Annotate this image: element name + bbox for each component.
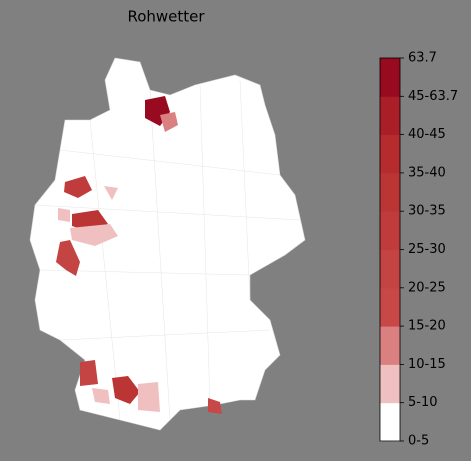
colorbar-label: 30-35: [408, 204, 446, 219]
region: [80, 360, 98, 386]
region: [208, 398, 222, 414]
region: [112, 376, 140, 404]
colorbar-label: 25-30: [408, 242, 446, 257]
colorbar: 0-5 5-10 10-15 15-20 20-25 25-30 30-35 35-40 40-…: [379, 51, 458, 449]
colorbar-segment: [380, 134, 400, 174]
map-title: Rohwetter: [127, 8, 205, 26]
colorbar-segment: [380, 249, 400, 289]
region: [70, 224, 118, 246]
colorbar-label: 5-10: [408, 395, 438, 410]
region: [104, 186, 118, 200]
colorbar-label: 10-15: [408, 357, 446, 372]
germany-map: [29, 57, 306, 431]
region: [64, 176, 92, 198]
colorbar-label: 45-63.7: [408, 89, 458, 104]
colorbar-segment: [380, 364, 400, 404]
colorbar-label: 63.7: [408, 51, 437, 66]
colorbar-segment: [380, 402, 400, 442]
colorbar-segment: [380, 58, 400, 97]
colorbar-label: 20-25: [408, 280, 446, 295]
colorbar-label: 35-40: [408, 165, 446, 180]
colorbar-segment: [380, 211, 400, 250]
region: [92, 388, 110, 404]
colorbar-segment: [380, 326, 400, 365]
colorbar-segment: [380, 172, 400, 212]
colorbar-segment: [380, 287, 400, 327]
colorbar-label: 0-5: [408, 434, 429, 449]
colorbar-label: 40-45: [408, 127, 446, 142]
region: [138, 382, 160, 412]
country-outline: [29, 57, 306, 431]
colorbar-segment: [380, 96, 400, 136]
region: [56, 240, 80, 276]
region: [58, 208, 70, 222]
district-lines: [34, 79, 301, 421]
colorbar-label: 15-20: [408, 319, 446, 334]
region: [160, 112, 178, 132]
